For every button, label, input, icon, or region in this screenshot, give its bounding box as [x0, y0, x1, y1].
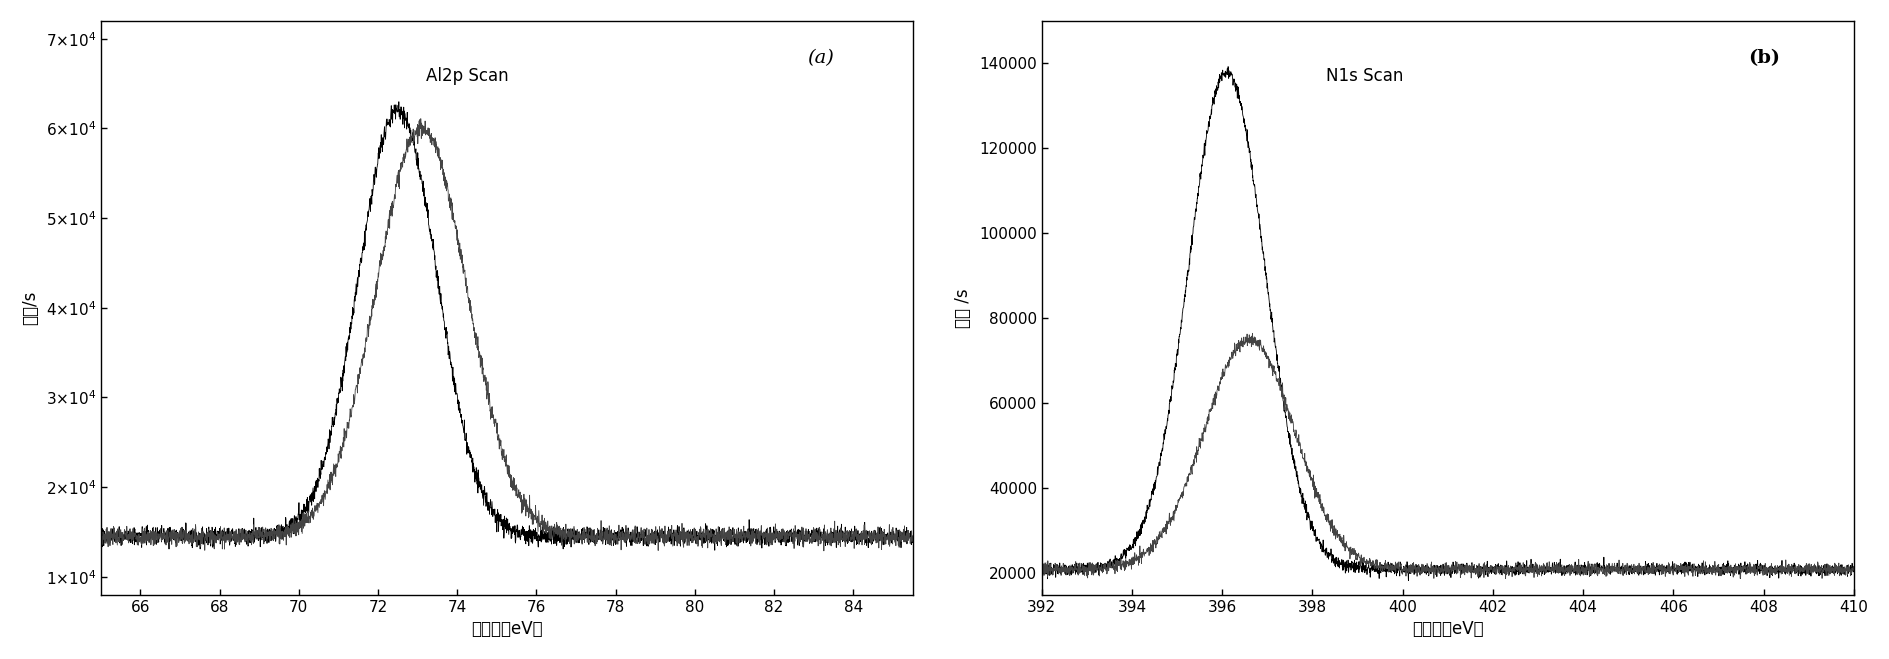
X-axis label: 结合能（eV）: 结合能（eV）: [470, 620, 542, 638]
X-axis label: 结合能（eV）: 结合能（eV）: [1411, 620, 1483, 638]
Text: Al2p Scan: Al2p Scan: [425, 67, 508, 85]
Text: (a): (a): [807, 49, 833, 67]
Y-axis label: 计数 /s: 计数 /s: [954, 288, 973, 328]
Y-axis label: 计数/s: 计数/s: [21, 291, 40, 325]
Text: N1s Scan: N1s Scan: [1326, 67, 1404, 85]
Text: (b): (b): [1747, 49, 1779, 67]
